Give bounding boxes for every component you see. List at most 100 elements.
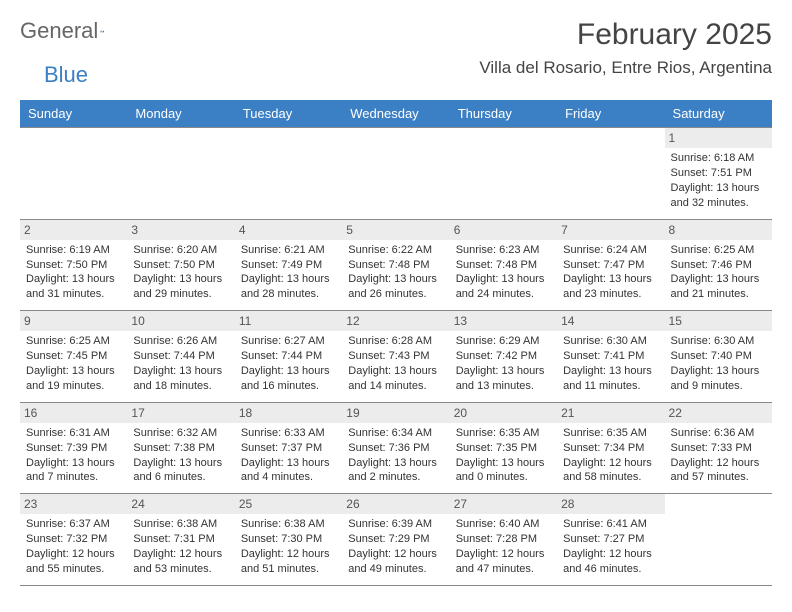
daylight-text: Daylight: 13 hours and 0 minutes. — [456, 456, 551, 486]
month-title: February 2025 — [479, 18, 772, 52]
sunrise-text: Sunrise: 6:25 AM — [26, 334, 121, 349]
sunset-text: Sunset: 7:34 PM — [563, 441, 658, 456]
day-info: Sunrise: 6:28 AMSunset: 7:43 PMDaylight:… — [348, 334, 443, 393]
daylight-text: Daylight: 13 hours and 21 minutes. — [671, 272, 766, 302]
sunset-text: Sunset: 7:29 PM — [348, 532, 443, 547]
daylight-text: Daylight: 13 hours and 11 minutes. — [563, 364, 658, 394]
day-number: 7 — [557, 220, 664, 240]
day-info: Sunrise: 6:36 AMSunset: 7:33 PMDaylight:… — [671, 426, 766, 485]
sunset-text: Sunset: 7:27 PM — [563, 532, 658, 547]
day-cell: 8 Sunrise: 6:25 AMSunset: 7:46 PMDaylight… — [665, 220, 772, 311]
day-empty — [235, 128, 342, 219]
day-info: Sunrise: 6:23 AMSunset: 7:48 PMDaylight:… — [456, 243, 551, 302]
day-info: Sunrise: 6:38 AMSunset: 7:31 PMDaylight:… — [133, 517, 228, 576]
sunrise-text: Sunrise: 6:31 AM — [26, 426, 121, 441]
sunrise-text: Sunrise: 6:33 AM — [241, 426, 336, 441]
sunrise-text: Sunrise: 6:23 AM — [456, 243, 551, 258]
dow-saturday: Saturday — [665, 100, 772, 127]
sunrise-text: Sunrise: 6:34 AM — [348, 426, 443, 441]
day-info: Sunrise: 6:40 AMSunset: 7:28 PMDaylight:… — [456, 517, 551, 576]
sunset-text: Sunset: 7:43 PM — [348, 349, 443, 364]
day-cell: 14 Sunrise: 6:30 AMSunset: 7:41 PMDayligh… — [557, 311, 664, 402]
daylight-text: Daylight: 13 hours and 9 minutes. — [671, 364, 766, 394]
week-row: 2Sunrise: 6:19 AMSunset: 7:50 PMDaylight… — [20, 220, 772, 312]
day-number: 14 — [557, 311, 664, 331]
day-empty — [127, 128, 234, 219]
daylight-text: Daylight: 13 hours and 19 minutes. — [26, 364, 121, 394]
day-cell: 21Sunrise: 6:35 AMSunset: 7:34 PMDayligh… — [557, 403, 664, 494]
day-number: 1 — [665, 128, 772, 148]
day-info: Sunrise: 6:30 AMSunset: 7:41 PMDaylight:… — [563, 334, 658, 393]
day-info: Sunrise: 6:20 AMSunset: 7:50 PMDaylight:… — [133, 243, 228, 302]
sunrise-text: Sunrise: 6:41 AM — [563, 517, 658, 532]
dow-header-row: SundayMondayTuesdayWednesdayThursdayFrid… — [20, 100, 772, 127]
sunset-text: Sunset: 7:48 PM — [456, 258, 551, 273]
sunrise-text: Sunrise: 6:36 AM — [671, 426, 766, 441]
sunset-text: Sunset: 7:28 PM — [456, 532, 551, 547]
sunrise-text: Sunrise: 6:27 AM — [241, 334, 336, 349]
day-cell: 23Sunrise: 6:37 AMSunset: 7:32 PMDayligh… — [20, 494, 127, 585]
day-number: 24 — [127, 494, 234, 514]
logo: General — [20, 18, 124, 44]
day-cell: 10Sunrise: 6:26 AMSunset: 7:44 PMDayligh… — [127, 311, 234, 402]
day-number: 5 — [342, 220, 449, 240]
week-row: 23Sunrise: 6:37 AMSunset: 7:32 PMDayligh… — [20, 494, 772, 586]
day-info: Sunrise: 6:21 AMSunset: 7:49 PMDaylight:… — [241, 243, 336, 302]
day-number: 16 — [20, 403, 127, 423]
sunrise-text: Sunrise: 6:18 AM — [671, 151, 766, 166]
day-cell: 2Sunrise: 6:19 AMSunset: 7:50 PMDaylight… — [20, 220, 127, 311]
day-cell: 13 Sunrise: 6:29 AMSunset: 7:42 PMDayligh… — [450, 311, 557, 402]
week-row: 9Sunrise: 6:25 AMSunset: 7:45 PMDaylight… — [20, 311, 772, 403]
calendar: SundayMondayTuesdayWednesdayThursdayFrid… — [20, 100, 772, 586]
day-info: Sunrise: 6:32 AMSunset: 7:38 PMDaylight:… — [133, 426, 228, 485]
sunrise-text: Sunrise: 6:25 AM — [671, 243, 766, 258]
day-number: 28 — [557, 494, 664, 514]
daylight-text: Daylight: 13 hours and 6 minutes. — [133, 456, 228, 486]
day-cell: 1 Sunrise: 6:18 AMSunset: 7:51 PMDaylight… — [665, 128, 772, 219]
dow-monday: Monday — [127, 100, 234, 127]
title-block: February 2025 Villa del Rosario, Entre R… — [479, 18, 772, 78]
daylight-text: Daylight: 13 hours and 28 minutes. — [241, 272, 336, 302]
sunrise-text: Sunrise: 6:32 AM — [133, 426, 228, 441]
day-info: Sunrise: 6:33 AMSunset: 7:37 PMDaylight:… — [241, 426, 336, 485]
day-number: 27 — [450, 494, 557, 514]
day-cell: 9Sunrise: 6:25 AMSunset: 7:45 PMDaylight… — [20, 311, 127, 402]
daylight-text: Daylight: 13 hours and 13 minutes. — [456, 364, 551, 394]
sunset-text: Sunset: 7:49 PM — [241, 258, 336, 273]
sunrise-text: Sunrise: 6:29 AM — [456, 334, 551, 349]
day-number: 11 — [235, 311, 342, 331]
day-cell: 28 Sunrise: 6:41 AMSunset: 7:27 PMDayligh… — [557, 494, 664, 585]
sunrise-text: Sunrise: 6:30 AM — [563, 334, 658, 349]
day-cell: 7 Sunrise: 6:24 AMSunset: 7:47 PMDaylight… — [557, 220, 664, 311]
sunset-text: Sunset: 7:30 PM — [241, 532, 336, 547]
sunrise-text: Sunrise: 6:24 AM — [563, 243, 658, 258]
day-number: 2 — [20, 220, 127, 240]
day-info: Sunrise: 6:24 AMSunset: 7:47 PMDaylight:… — [563, 243, 658, 302]
daylight-text: Daylight: 13 hours and 23 minutes. — [563, 272, 658, 302]
day-info: Sunrise: 6:29 AMSunset: 7:42 PMDaylight:… — [456, 334, 551, 393]
day-number: 22 — [665, 403, 772, 423]
day-number: 13 — [450, 311, 557, 331]
location-label: Villa del Rosario, Entre Rios, Argentina — [479, 58, 772, 78]
daylight-text: Daylight: 13 hours and 18 minutes. — [133, 364, 228, 394]
daylight-text: Daylight: 12 hours and 46 minutes. — [563, 547, 658, 577]
daylight-text: Daylight: 13 hours and 32 minutes. — [671, 181, 766, 211]
day-cell: 17Sunrise: 6:32 AMSunset: 7:38 PMDayligh… — [127, 403, 234, 494]
daylight-text: Daylight: 13 hours and 16 minutes. — [241, 364, 336, 394]
dow-friday: Friday — [557, 100, 664, 127]
daylight-text: Daylight: 13 hours and 14 minutes. — [348, 364, 443, 394]
sunset-text: Sunset: 7:38 PM — [133, 441, 228, 456]
sunrise-text: Sunrise: 6:35 AM — [456, 426, 551, 441]
dow-wednesday: Wednesday — [342, 100, 449, 127]
day-info: Sunrise: 6:25 AMSunset: 7:46 PMDaylight:… — [671, 243, 766, 302]
day-number: 8 — [665, 220, 772, 240]
daylight-text: Daylight: 13 hours and 26 minutes. — [348, 272, 443, 302]
day-number: 26 — [342, 494, 449, 514]
sunset-text: Sunset: 7:41 PM — [563, 349, 658, 364]
daylight-text: Daylight: 12 hours and 55 minutes. — [26, 547, 121, 577]
logo-sail-icon — [100, 23, 104, 39]
day-info: Sunrise: 6:30 AMSunset: 7:40 PMDaylight:… — [671, 334, 766, 393]
week-row: 1 Sunrise: 6:18 AMSunset: 7:51 PMDaylight… — [20, 127, 772, 220]
day-info: Sunrise: 6:18 AMSunset: 7:51 PMDaylight:… — [671, 151, 766, 210]
sunset-text: Sunset: 7:37 PM — [241, 441, 336, 456]
